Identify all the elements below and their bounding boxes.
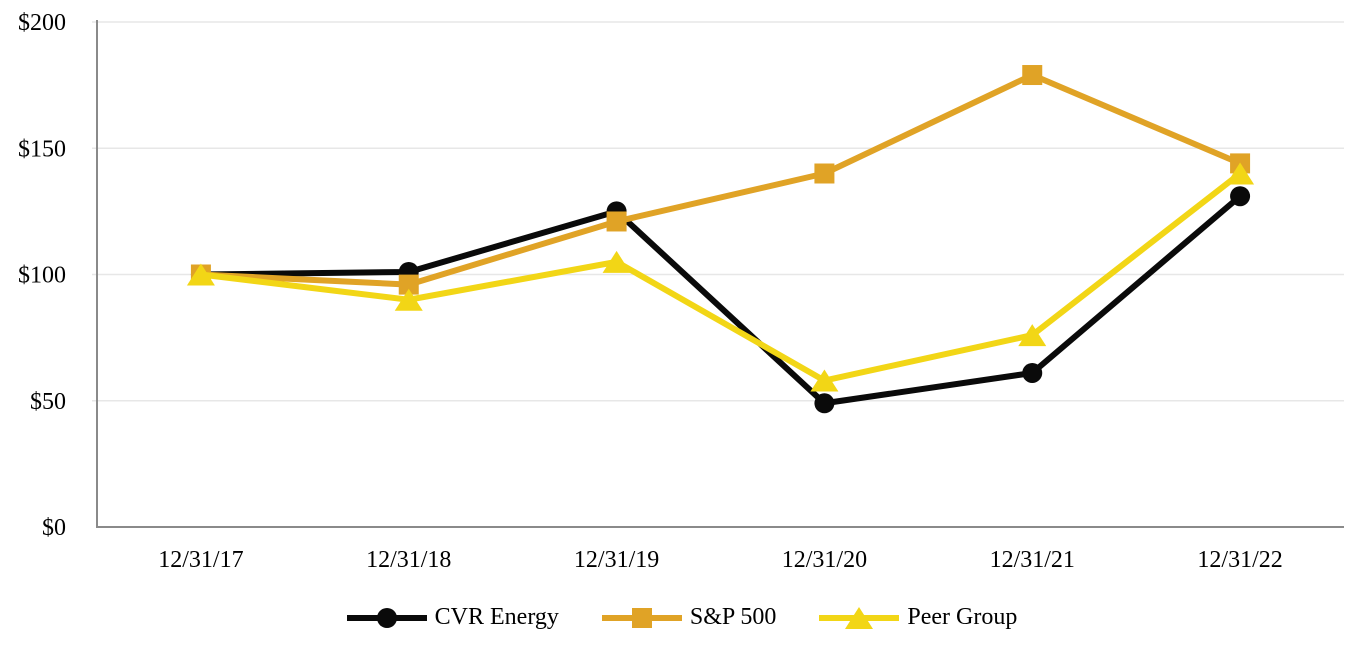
legend-label-sp-500: S&P 500	[689, 604, 777, 630]
cvr-energy-swatch-icon	[346, 607, 427, 628]
cvr-energy-line-circle-marker-icon	[346, 605, 427, 631]
data-point-marker-peer-group	[810, 369, 839, 392]
legend-label-cvr-energy: CVR Energy	[434, 604, 559, 630]
data-point-marker-cvr-energy	[1022, 362, 1043, 383]
data-point-marker-peer-group	[1226, 162, 1255, 185]
legend-marker-triangle-icon	[845, 606, 874, 629]
legend-item-sp-500: S&P 500	[601, 604, 777, 631]
data-point-marker-s-p-500	[398, 274, 419, 295]
legend-item-cvr-energy: CVR Energy	[346, 604, 559, 631]
legend-label-peer-group: Peer Group	[907, 604, 1018, 630]
y-axis-tick-label: $150	[18, 136, 66, 162]
y-axis-tick-label: $50	[30, 389, 66, 415]
data-point-marker-s-p-500	[606, 211, 627, 232]
series-line-s-p-500	[200, 72, 1242, 288]
chart-legend: CVR Energy S&P 500 Peer Group	[0, 604, 1364, 631]
x-axis-tick-label: 12/31/17	[158, 547, 243, 573]
performance-line-chart: $0 $50 $100 $150 $200 12/31/17 12/31/18 12/31/1…	[18, 10, 1344, 573]
series-line-peer-group	[200, 171, 1242, 384]
x-axis-tick-label: 12/31/20	[782, 547, 867, 573]
x-axis-tick-label: 12/31/21	[990, 547, 1075, 573]
peer-group-line-triangle-marker-icon	[819, 605, 900, 631]
data-point-marker-s-p-500	[814, 163, 835, 184]
y-axis-tick-label: $100	[18, 263, 66, 289]
legend-marker-square-icon	[631, 607, 652, 628]
data-point-marker-cvr-energy	[1230, 186, 1251, 207]
s-p-500-swatch-icon	[601, 607, 682, 628]
x-axis-tick-label: 12/31/22	[1197, 547, 1282, 573]
data-point-marker-cvr-energy	[814, 393, 835, 414]
y-axis-tick-label: $0	[42, 515, 66, 541]
series-line-cvr-energy	[200, 193, 1243, 407]
series-s-p-500	[190, 65, 1251, 295]
series-cvr-energy	[190, 186, 1251, 414]
x-axis-tick-label: 12/31/19	[574, 547, 659, 573]
data-point-marker-peer-group	[394, 288, 423, 311]
legend-marker-circle-icon	[376, 607, 397, 628]
y-axis-tick-label: $200	[18, 10, 66, 36]
series-peer-group	[186, 162, 1255, 392]
sp-500-line-square-marker-icon	[601, 605, 682, 631]
peer-group-swatch-icon	[819, 606, 900, 629]
legend-item-peer-group: Peer Group	[819, 604, 1017, 631]
data-point-marker-peer-group	[186, 263, 215, 286]
data-point-marker-peer-group	[602, 250, 631, 273]
data-point-marker-peer-group	[1018, 324, 1047, 347]
data-point-marker-s-p-500	[1022, 65, 1043, 86]
x-axis-tick-label: 12/31/18	[366, 547, 451, 573]
